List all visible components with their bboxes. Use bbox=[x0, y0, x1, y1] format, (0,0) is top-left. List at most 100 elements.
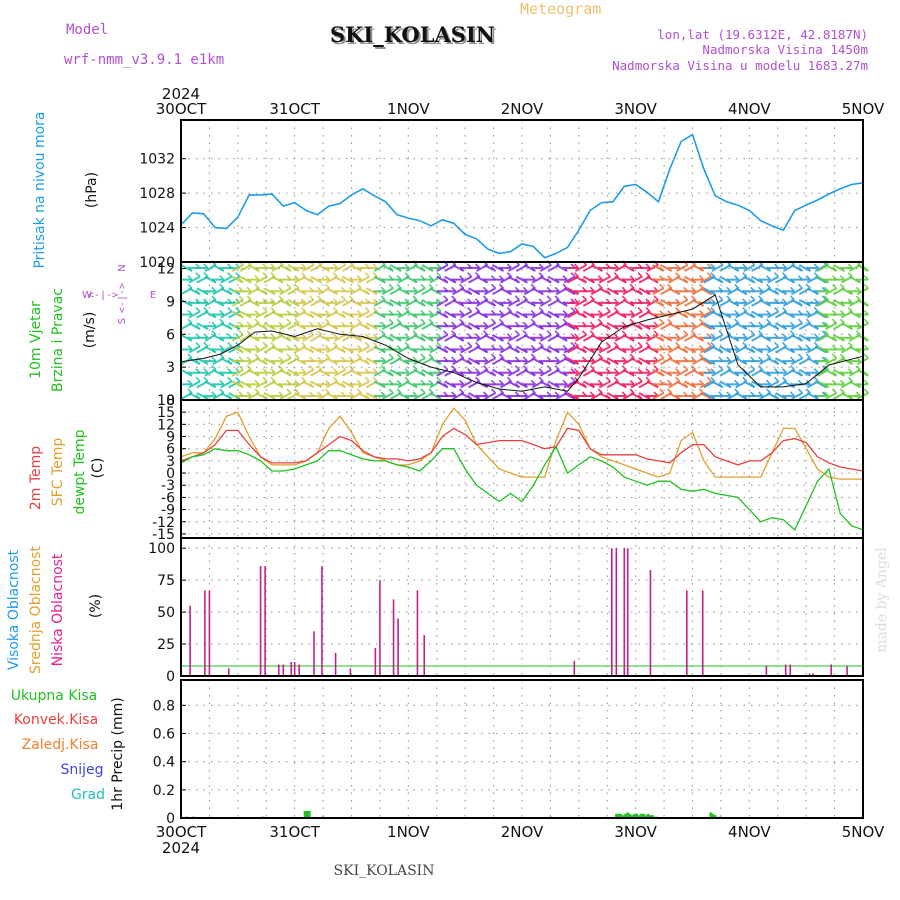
wind-barb-head bbox=[372, 333, 378, 339]
wind-barb-head bbox=[683, 365, 689, 371]
wind-barb-head bbox=[235, 272, 241, 278]
wind-barb-head bbox=[855, 295, 861, 301]
wind-barb-head bbox=[506, 306, 512, 313]
wind-barb-head bbox=[254, 388, 260, 394]
wind-barb-head bbox=[839, 344, 846, 351]
wind-barb-head bbox=[227, 306, 233, 313]
wind-barb-head bbox=[420, 371, 426, 377]
wind-barb-head bbox=[667, 275, 673, 281]
precip-bar bbox=[626, 812, 629, 818]
y-tick-label: 0 bbox=[166, 669, 175, 685]
wind-barb-head bbox=[718, 347, 724, 354]
y-tick-label: 100 bbox=[148, 541, 175, 557]
wind-barb-head bbox=[388, 301, 394, 307]
wind-barb-head bbox=[781, 333, 788, 339]
wind-barb-head bbox=[404, 306, 410, 313]
wind-barb-head bbox=[443, 382, 449, 388]
wind-barb-head bbox=[195, 306, 201, 313]
wind-barb-head bbox=[831, 336, 838, 342]
wind-barb-head bbox=[637, 359, 643, 365]
wind-barb bbox=[814, 264, 827, 272]
wind-barb-head bbox=[538, 272, 544, 278]
wind-barb-head bbox=[538, 333, 544, 339]
top-date-tick: 4NOV bbox=[728, 100, 771, 118]
wind-barb-head bbox=[219, 318, 225, 324]
wind-barb-head bbox=[219, 344, 225, 351]
conv-precip-label: Konvek.Kisa bbox=[14, 712, 98, 728]
wind-barb-head bbox=[348, 356, 354, 362]
wind-barb-head bbox=[758, 295, 764, 301]
wind-barb-head bbox=[781, 376, 788, 382]
wind-barb bbox=[357, 345, 370, 354]
wind-barb-head bbox=[294, 379, 300, 385]
compass-west: W bbox=[82, 290, 92, 301]
wind-barb-head bbox=[396, 379, 402, 385]
wind-barb-head bbox=[278, 321, 284, 327]
wind-barb-head bbox=[683, 278, 689, 284]
wind-barb-head bbox=[710, 376, 716, 382]
wind-barb-head bbox=[839, 309, 846, 316]
wind-barb-head bbox=[514, 278, 520, 284]
bottom-date-tick: 4NOV bbox=[728, 823, 771, 841]
wind-barb-head bbox=[270, 263, 276, 269]
wind-barb-head bbox=[301, 272, 307, 278]
wind-barb-head bbox=[546, 312, 552, 319]
wind-barb bbox=[413, 357, 426, 365]
wind-barb-head bbox=[805, 275, 811, 281]
wind-barb-head bbox=[428, 275, 434, 281]
wind-barb-head bbox=[506, 368, 512, 374]
wind-barb-head bbox=[332, 298, 339, 304]
wind-barb-head bbox=[396, 344, 402, 351]
wind-barb-head bbox=[246, 330, 252, 336]
station-title: SKI_KOLASIN bbox=[330, 22, 495, 47]
wind-barb bbox=[825, 287, 837, 296]
wind-barb-head bbox=[498, 275, 505, 281]
precip-frame bbox=[180, 679, 864, 819]
wind-barb-head bbox=[573, 376, 580, 382]
y-tick-label: 1020 bbox=[139, 255, 175, 271]
top-date-tick: 3NOV bbox=[614, 100, 657, 118]
wind-barb-head bbox=[863, 275, 869, 281]
wind-barb-head bbox=[348, 391, 354, 397]
wind-barb-head bbox=[781, 341, 788, 348]
wind-barb-head bbox=[332, 368, 339, 374]
precip-panel: 0 0.2 0.4 0.6 0.8 Ukupna Kisa Konvek.Kisa Za… bbox=[11, 679, 864, 827]
wind-barb-head bbox=[294, 283, 300, 289]
meteogram-heading: Meteogram bbox=[520, 0, 601, 18]
wind-barb-head bbox=[428, 388, 434, 394]
wind-barb-head bbox=[467, 394, 473, 400]
precip-bar bbox=[303, 810, 307, 818]
wind-barb-head bbox=[581, 312, 587, 319]
wind-barb bbox=[652, 357, 665, 365]
wind-barb bbox=[574, 368, 587, 377]
bottom-date-tick: 5NOV bbox=[842, 823, 885, 841]
wind-barb-head bbox=[813, 298, 819, 304]
wind-barb-head bbox=[605, 394, 611, 400]
wind-barb-head bbox=[301, 298, 307, 304]
wind-barb-head bbox=[797, 266, 803, 272]
wind-barb-head bbox=[332, 272, 339, 278]
wind-barb bbox=[279, 287, 292, 296]
wind-barb-head bbox=[443, 278, 449, 284]
wind-barb bbox=[507, 299, 520, 307]
wind-barb bbox=[676, 368, 689, 377]
wind-barb-head bbox=[451, 321, 457, 327]
wind-barb-head bbox=[821, 330, 827, 336]
wind-barb-head bbox=[758, 330, 764, 336]
wind-barb-head bbox=[581, 382, 587, 388]
wind-barb-head bbox=[195, 394, 201, 400]
wind-barb-head bbox=[589, 295, 595, 301]
wind-barb bbox=[814, 333, 827, 342]
wind-barb-head bbox=[597, 353, 603, 359]
wind-barb-head bbox=[459, 344, 465, 351]
wind-barb-head bbox=[309, 295, 315, 301]
wind-barb-head bbox=[847, 263, 853, 269]
y-tick-label: 0.8 bbox=[153, 698, 175, 714]
wind-barb-head bbox=[683, 330, 689, 336]
wind-barb-head bbox=[317, 286, 323, 292]
high-cloud-ylabel: Visoka Oblacnost bbox=[6, 549, 22, 670]
wind-barb-head bbox=[211, 295, 217, 301]
y-tick-label: 0.4 bbox=[153, 755, 175, 771]
wind-barb-head bbox=[554, 286, 560, 292]
wind-barb-head bbox=[613, 333, 619, 339]
